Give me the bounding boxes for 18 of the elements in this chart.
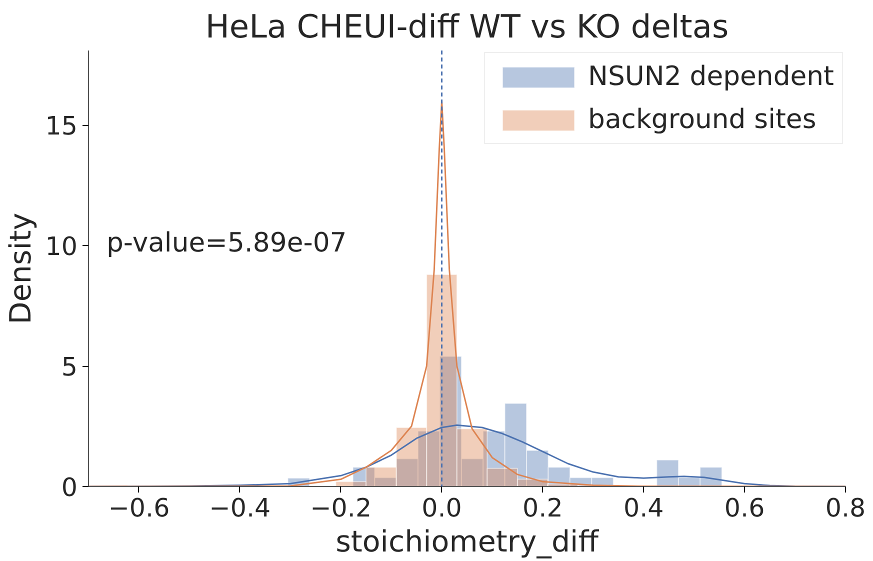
x-tick-label: 0.8 bbox=[825, 492, 866, 522]
legend-label: NSUN2 dependent bbox=[588, 61, 834, 92]
annotation: p-value=5.89e-07 bbox=[106, 228, 347, 258]
chart-title: HeLa CHEUI-diff WT vs KO deltas bbox=[205, 8, 729, 46]
x-axis-title: stoichiometry_diff bbox=[336, 524, 600, 558]
x-tick-label: 0.2 bbox=[522, 492, 563, 522]
x-tick-label: −0.4 bbox=[209, 492, 271, 522]
y-tick-label: 5 bbox=[61, 352, 78, 382]
x-tick-label: 0.4 bbox=[623, 492, 664, 522]
y-tick-label: 0 bbox=[61, 472, 78, 502]
y-tick-label: 10 bbox=[45, 231, 78, 262]
x-tick-label: −0.2 bbox=[310, 492, 372, 522]
x-tick-label: −0.6 bbox=[108, 492, 170, 522]
legend-label: background sites bbox=[588, 104, 816, 135]
x-tick-label: 0.6 bbox=[724, 492, 765, 522]
y-axis-title: Density bbox=[3, 212, 38, 324]
y-tick-label: 15 bbox=[45, 110, 78, 141]
x-tick-label: 0.0 bbox=[422, 492, 462, 522]
